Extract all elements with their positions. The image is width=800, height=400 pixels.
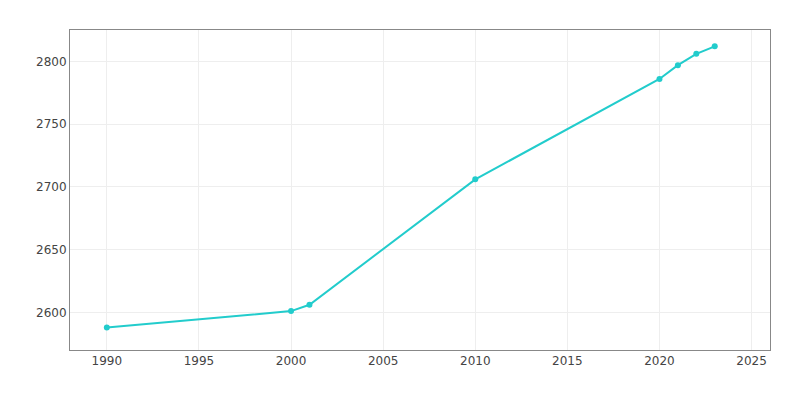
svg-text:2005: 2005: [368, 354, 399, 368]
svg-text:2000: 2000: [276, 354, 307, 368]
svg-text:2650: 2650: [36, 243, 67, 257]
svg-text:2700: 2700: [36, 180, 67, 194]
svg-text:2600: 2600: [36, 306, 67, 320]
svg-text:2800: 2800: [36, 55, 67, 69]
svg-text:2010: 2010: [460, 354, 491, 368]
svg-text:2020: 2020: [644, 354, 675, 368]
svg-text:1995: 1995: [184, 354, 215, 368]
svg-text:2750: 2750: [36, 117, 67, 131]
svg-text:2015: 2015: [552, 354, 583, 368]
svg-text:2025: 2025: [736, 354, 767, 368]
svg-text:1990: 1990: [92, 354, 123, 368]
